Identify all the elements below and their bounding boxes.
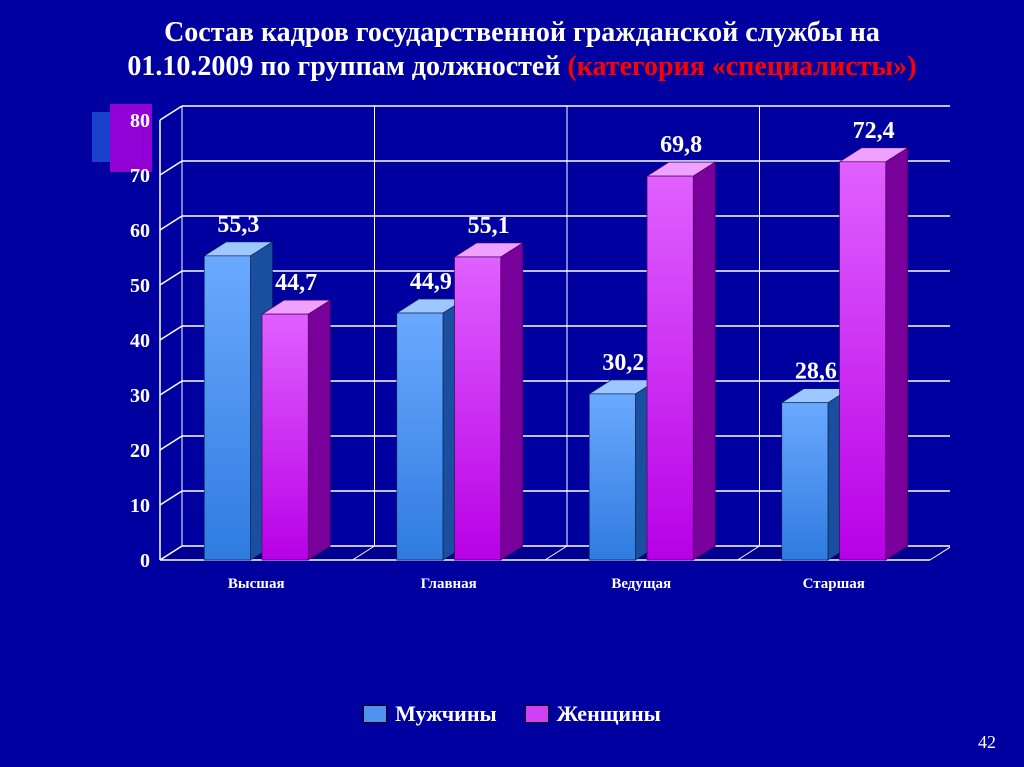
svg-text:Высшая: Высшая: [228, 576, 285, 592]
svg-text:30: 30: [130, 385, 150, 407]
title-line2-main: 01.10.2009 по группам должностей: [127, 51, 567, 82]
svg-text:60: 60: [130, 220, 150, 242]
svg-text:Главная: Главная: [421, 576, 477, 592]
svg-text:40: 40: [130, 330, 150, 352]
title-line2-highlight: (категория «специалисты»): [568, 51, 917, 82]
title-line1: Состав кадров государственной гражданско…: [60, 16, 984, 50]
svg-text:Старшая: Старшая: [803, 576, 865, 592]
legend-item-men: Мужчины: [363, 701, 497, 727]
svg-text:55,1: 55,1: [468, 213, 510, 239]
svg-text:30,2: 30,2: [602, 350, 644, 376]
svg-text:50: 50: [130, 275, 150, 297]
chart-title: Состав кадров государственной гражданско…: [60, 16, 984, 83]
legend-label-men: Мужчины: [395, 701, 497, 727]
svg-text:69,8: 69,8: [660, 132, 702, 158]
svg-text:44,9: 44,9: [410, 269, 452, 295]
bar-chart: 0 10 20 30 40 50 60 70 80 55,3 44,7 Высшая 44,9 55,1 Г…: [100, 100, 950, 660]
legend-swatch-men: [363, 705, 387, 723]
chart-container: 0 10 20 30 40 50 60 70 80 55,3 44,7 Высшая 44,9 55,1 Г…: [100, 100, 950, 660]
legend-swatch-women: [525, 705, 549, 723]
svg-text:10: 10: [130, 495, 150, 517]
svg-text:80: 80: [130, 110, 150, 132]
page-number: 42: [978, 732, 996, 753]
legend: Мужчины Женщины: [0, 701, 1024, 727]
svg-text:20: 20: [130, 440, 150, 462]
svg-text:72,4: 72,4: [853, 118, 895, 144]
legend-item-women: Женщины: [525, 701, 661, 727]
svg-text:28,6: 28,6: [795, 359, 837, 385]
legend-label-women: Женщины: [557, 701, 661, 727]
svg-text:70: 70: [130, 165, 150, 187]
slide: Состав кадров государственной гражданско…: [0, 0, 1024, 767]
svg-text:44,7: 44,7: [275, 270, 317, 296]
svg-text:0: 0: [140, 550, 150, 572]
svg-text:55,3: 55,3: [217, 212, 259, 238]
svg-text:Ведущая: Ведущая: [611, 576, 671, 592]
